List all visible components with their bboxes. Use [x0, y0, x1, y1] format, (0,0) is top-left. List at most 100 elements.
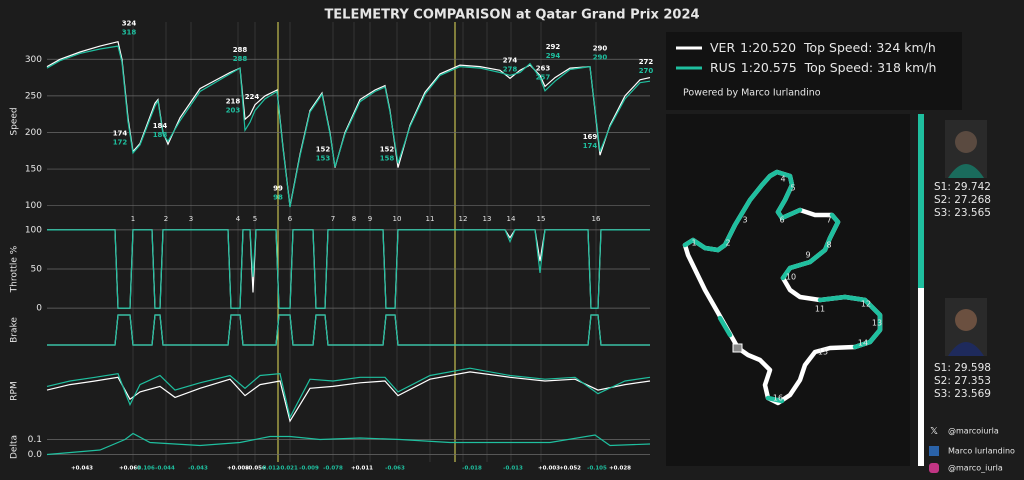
- sector-time: S1: 29.742: [934, 181, 991, 193]
- series-line: [46, 45, 651, 208]
- social-handle: @marco_iurla: [948, 464, 1003, 473]
- plots: 1 2 3 4 5 6 7 8 9 10 11 12 13 14 15 16Speed100150200250…: [10, 20, 654, 472]
- speed-label: 257: [536, 73, 551, 81]
- speed-label: 203: [226, 106, 241, 114]
- driver-photo: [945, 120, 987, 178]
- speed-label: 288: [233, 55, 248, 63]
- corner-label: 6: [288, 215, 293, 223]
- speed-label: 172: [113, 139, 128, 147]
- y-tick-label: 0: [36, 304, 42, 314]
- speed-label: 263: [536, 64, 551, 72]
- chart-title: TELEMETRY COMPARISON at Qatar Grand Prix…: [324, 8, 699, 23]
- speed-label: 324: [122, 20, 137, 28]
- social-handle: @marcoiurla: [948, 427, 999, 436]
- linkedin-icon: [929, 446, 939, 456]
- speed-label: 152: [316, 146, 331, 154]
- delta-label: -0.012: [260, 466, 280, 472]
- speed-label: 270: [639, 67, 654, 75]
- map-corner-label: 13: [872, 319, 882, 328]
- delta-label: -0.018: [462, 466, 482, 472]
- y-tick-label: 150: [25, 165, 42, 175]
- speed-label: 174: [583, 142, 598, 150]
- x-icon: 𝕏: [930, 426, 938, 437]
- speed-label: 153: [316, 155, 331, 163]
- track-segment: [817, 294, 883, 350]
- track-segment: [780, 212, 841, 281]
- photo-body: [948, 342, 984, 356]
- sector-time: S3: 23.565: [934, 207, 991, 219]
- track-segment: [717, 315, 733, 338]
- delta-label: +0.060: [119, 466, 141, 472]
- map-corner-label: 10: [786, 273, 796, 282]
- corner-label: 12: [459, 215, 468, 223]
- speed-label: 158: [380, 155, 395, 163]
- series-line: [46, 367, 651, 420]
- map-corner-label: 4: [780, 175, 785, 184]
- map-corner-label: 3: [742, 216, 747, 225]
- photo-body: [948, 164, 984, 178]
- map-corner-label: 11: [815, 305, 825, 314]
- instagram-icon: [929, 463, 939, 473]
- delta-label: -0.021: [278, 466, 298, 472]
- legend-box: [666, 32, 962, 110]
- delta-label: +0.052: [559, 466, 581, 472]
- speed-label: 292: [546, 43, 561, 51]
- legend-text: 1:20.520 Top Speed: 324 km/h: [740, 40, 936, 55]
- series-line: [47, 314, 650, 346]
- speed-label: 294: [546, 52, 561, 60]
- corner-label: 9: [368, 215, 372, 223]
- corner-label: 10: [393, 215, 402, 223]
- y-tick-label: 300: [25, 55, 42, 65]
- speed-label: 152: [380, 146, 395, 154]
- y-tick-label: 0.0: [28, 450, 43, 460]
- corner-label: 7: [331, 215, 335, 223]
- legend-entry: VER 1:20.520 Top Speed: 324 km/h: [710, 40, 936, 55]
- photo-head: [955, 309, 977, 331]
- y-tick-label: 50: [31, 265, 43, 275]
- speed-label: 290: [593, 54, 608, 62]
- corner-label: 3: [189, 215, 193, 223]
- map-corner-label: 5: [790, 184, 795, 193]
- speed-label: 272: [639, 58, 654, 66]
- axis-label: Speed: [10, 107, 20, 135]
- map-corner-label: 7: [826, 216, 831, 225]
- legend-name: RUS: [710, 60, 736, 75]
- axis-label: Throttle %: [10, 245, 20, 293]
- y-tick-label: 100: [25, 225, 42, 235]
- speed-label: 318: [122, 29, 137, 37]
- speed-label: 174: [113, 130, 128, 138]
- delta-label: +0.028: [609, 466, 631, 472]
- sector-bar: [918, 288, 924, 466]
- speed-label: 188: [153, 131, 168, 139]
- delta-label: +0.008: [227, 466, 249, 472]
- delta-line: [46, 432, 651, 456]
- axis-label: Brake: [10, 317, 20, 343]
- delta-label: -0.043: [188, 466, 208, 472]
- finish-flag: [732, 343, 743, 353]
- map-corner-label: 8: [826, 241, 831, 250]
- speed-label: 274: [503, 56, 518, 64]
- speed-label: 224: [245, 93, 260, 101]
- delta-label: +0.011: [351, 466, 373, 472]
- legend-name: VER: [710, 40, 735, 55]
- credit: Powered by Marco Iurlandino: [683, 88, 821, 99]
- track-segment: [682, 169, 803, 253]
- y-tick-label: 0.1: [28, 435, 42, 445]
- axis-label: Delta: [10, 435, 20, 459]
- delta-label: -0.078: [323, 466, 343, 472]
- driver-photo: [945, 298, 987, 356]
- y-tick-label: 100: [25, 201, 42, 211]
- legend-text: 1:20.575 Top Speed: 318 km/h: [741, 60, 937, 75]
- sector-time: S1: 29.598: [934, 362, 991, 374]
- sector-time: S2: 27.268: [934, 194, 991, 206]
- delta-label: +0.003: [538, 466, 560, 472]
- speed-label: 184: [153, 122, 168, 130]
- corner-label: 11: [426, 215, 435, 223]
- sector-time: S2: 27.353: [934, 375, 991, 387]
- photo-head: [955, 131, 977, 153]
- map-corner-label: 9: [805, 251, 810, 260]
